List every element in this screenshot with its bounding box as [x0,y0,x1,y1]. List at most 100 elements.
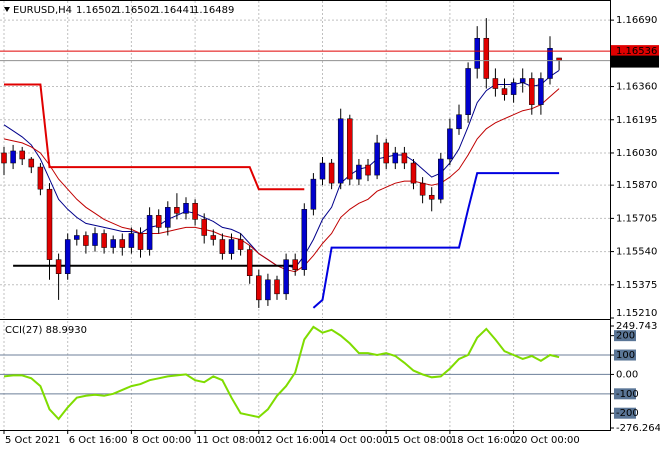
header-low: 1.16441 [154,5,195,16]
candle-body [92,233,98,246]
candle-body [510,82,517,95]
y-tick-label: 0.00 [616,369,638,380]
candle-body [228,239,235,254]
candle-body [419,182,426,196]
candle-body [183,203,189,214]
level-box [614,388,636,400]
y-tick-label: 249.743 [616,321,657,332]
candle-body [392,152,399,164]
candle-body [165,207,171,228]
y-tick-label: 1.15210 [616,308,657,319]
candle-body [547,48,553,79]
y-tick-label: 1.16360 [616,82,657,93]
candle-body [474,37,480,69]
x-tick-label: 18 Oct 16:00 [451,435,516,446]
candle-body [438,158,444,200]
candle-body [19,150,25,160]
y-tick-label: 1.15705 [616,213,657,224]
candle-body [374,142,380,176]
candle-body [529,78,535,105]
candle-body [1,152,7,164]
header-open: 1.16502 [76,5,117,16]
candle-body [465,68,471,115]
symbol-title: EURUSD,H4 [13,5,72,16]
candle-body [201,219,207,236]
header-high: 1.16502 [115,5,156,16]
candle-body [328,162,335,184]
candle-body [519,78,526,83]
indicator-line [4,83,305,191]
candle-body [83,235,89,246]
candle-body [219,239,226,254]
candle-body [101,233,107,248]
y-tick-label: -100 [616,389,639,400]
y-tick-label: 1.16690 [616,15,657,26]
candle-body [110,239,116,248]
candle-body [210,235,217,240]
candle-body [365,164,371,176]
ask-price-box [611,45,659,58]
candle-body [256,275,262,301]
y-tick-label: 200 [616,331,635,342]
cci-line [3,325,560,421]
candle-body [356,164,362,180]
candle-body [301,209,308,270]
symbol-menu-arrow[interactable] [4,7,10,12]
candle-body [265,279,271,301]
candle-body [119,239,126,248]
bid-price-box [611,55,659,68]
candle-body [337,118,344,184]
header-close: 1.16489 [193,5,234,16]
candle-body [146,215,153,250]
candle-body [292,259,298,270]
candle-body [410,162,417,184]
y-tick-label: -200 [616,408,639,419]
candle-body [246,249,253,276]
y-tick-label: 1.16195 [616,115,657,126]
candle-body [46,188,53,260]
indicator-line [312,172,560,309]
cci-title: CCI(27) 88.9930 [5,325,87,336]
candle-body [155,215,162,228]
x-tick-label: 14 Oct 00:00 [324,435,389,446]
candle-body [10,150,16,164]
candle-body [137,233,144,250]
candle-body [483,37,490,79]
candle-body [401,152,408,164]
x-tick-label: 6 Oct 16:00 [69,435,128,446]
candle-body [283,259,289,295]
candle-body [274,279,280,295]
candle-body [192,203,198,220]
candle-body [501,88,508,95]
candle-body [538,78,544,105]
candle-body [383,142,389,164]
y-tick-label: 100 [616,350,635,361]
y-tick-label: 1.15375 [616,280,657,291]
candle-body [447,128,453,160]
x-tick-label: 5 Oct 2021 [5,435,60,446]
level-box [614,407,636,419]
indicator-line [3,88,560,273]
candle-body [74,235,80,240]
bid-price-label: 1.16489 [616,57,657,68]
ask-price-label: 1.16536 [616,46,657,57]
candle-body [428,194,435,200]
candle-body [64,239,71,274]
candle-body [310,178,317,210]
candle-body [319,162,326,180]
candle-body [174,207,180,214]
candle-body [456,114,462,130]
y-tick-label: 1.16030 [616,148,657,159]
candle-body [28,158,35,168]
candle-body [347,118,353,180]
candle-body [237,239,244,250]
x-tick-label: 11 Oct 08:00 [196,435,261,446]
level-box [614,330,636,342]
x-tick-label: 12 Oct 16:00 [260,435,325,446]
x-tick-label: 15 Oct 08:00 [387,435,452,446]
x-tick-label: 8 Oct 00:00 [132,435,191,446]
level-box [614,349,636,361]
